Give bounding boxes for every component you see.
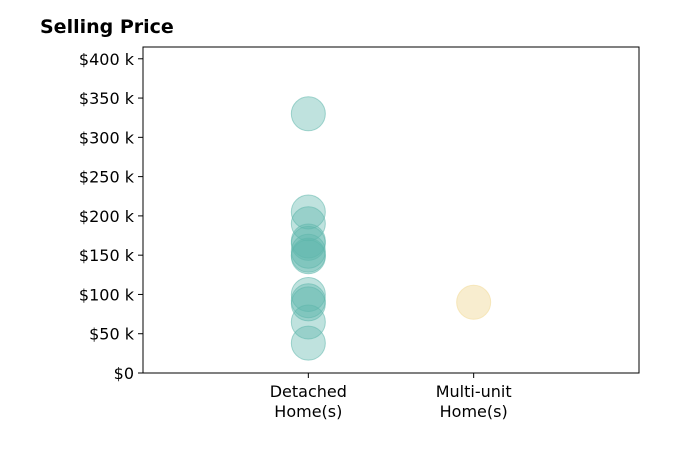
plot-frame (142, 46, 640, 374)
data-point (290, 304, 326, 340)
y-tick-label: $150 k (79, 246, 135, 265)
x-tick-label: Detached Home(s) (270, 382, 347, 421)
data-point (290, 225, 326, 261)
data-point (290, 194, 326, 230)
y-tick-label: $400 k (79, 50, 135, 69)
y-tick-label: $0 (114, 364, 134, 383)
y-tick-label: $100 k (79, 285, 135, 304)
data-point (290, 96, 326, 132)
y-tick-label: $250 k (79, 168, 135, 187)
data-point (290, 286, 326, 322)
y-tick-label: $300 k (79, 128, 135, 147)
chart-title: Selling Price (40, 16, 174, 38)
data-point (290, 239, 326, 275)
y-tick-label: $350 k (79, 89, 135, 108)
data-point (456, 284, 492, 320)
data-point (290, 325, 326, 361)
x-tick-label: Multi-unit Home(s) (436, 382, 512, 421)
y-tick-label: $200 k (79, 207, 135, 226)
y-tick-label: $50 k (89, 325, 135, 344)
